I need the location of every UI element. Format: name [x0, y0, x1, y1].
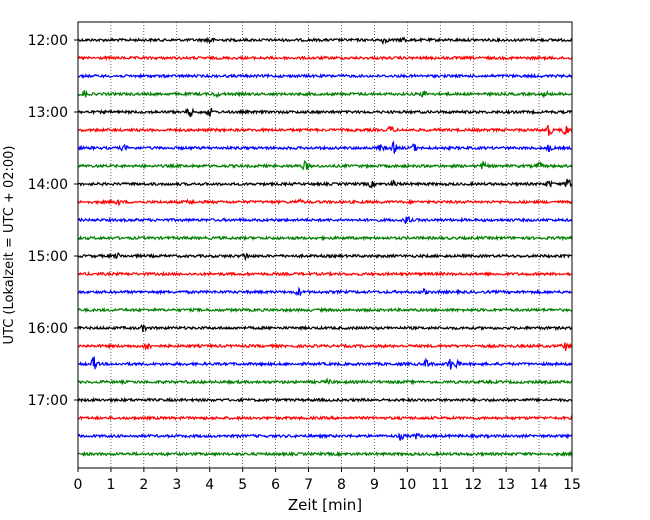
trace-1600 — [77, 324, 573, 333]
x-axis-ticks: 0 1 2 3 4 5 6 7 8 9 10 11 12 13 14 15 — [74, 468, 581, 493]
trace-1315 — [77, 124, 573, 136]
y-tick-label: 16:00 — [28, 321, 68, 337]
traces-layer — [77, 36, 573, 458]
x-tick-label: 10 — [398, 477, 416, 493]
y-axis-label: UTC (Lokalzeit = UTC + 02:00) — [2, 146, 17, 345]
trace-1545 — [78, 306, 573, 314]
trace-1500 — [77, 251, 573, 262]
trace-1200 — [77, 36, 573, 46]
trace-1745 — [77, 450, 573, 458]
trace-1615 — [77, 342, 573, 351]
trace-1415 — [77, 198, 573, 207]
x-tick-label: 2 — [139, 477, 148, 493]
x-tick-label: 5 — [238, 477, 247, 493]
x-tick-label: 7 — [304, 477, 313, 493]
y-tick-label: 14:00 — [28, 177, 68, 193]
trace-1630 — [77, 356, 573, 370]
x-tick-label: 3 — [172, 477, 181, 493]
trace-1445 — [77, 234, 573, 242]
x-tick-label: 1 — [106, 477, 115, 493]
y-axis-ticks: 12:00 13:00 14:00 15:00 16:00 17:00 — [28, 33, 78, 409]
x-tick-label: 0 — [74, 477, 83, 493]
trace-1515 — [77, 270, 573, 278]
trace-1215 — [77, 54, 573, 62]
x-tick-label: 9 — [370, 477, 379, 493]
trace-1400 — [77, 178, 573, 189]
trace-1700 — [77, 396, 573, 404]
trace-1300 — [77, 107, 573, 118]
x-tick-label: 12 — [464, 477, 482, 493]
x-tick-label: 14 — [530, 477, 548, 493]
y-tick-label: 17:00 — [28, 393, 68, 409]
trace-1530 — [77, 286, 573, 297]
grid-layer — [110, 22, 540, 468]
trace-1645 — [77, 377, 573, 386]
x-tick-label: 4 — [205, 477, 214, 493]
x-tick-label: 15 — [563, 477, 581, 493]
trace-1430 — [77, 216, 573, 224]
axes-frame — [77, 21, 573, 469]
x-tick-label: 13 — [497, 477, 515, 493]
trace-1715 — [77, 414, 573, 422]
trace-1245 — [77, 89, 573, 99]
y-tick-label: 12:00 — [28, 33, 68, 49]
y-tick-label: 13:00 — [28, 105, 68, 121]
y-tick-label: 15:00 — [28, 249, 68, 265]
trace-1230 — [77, 72, 573, 80]
trace-1730 — [77, 432, 573, 441]
x-tick-label: 8 — [337, 477, 346, 493]
trace-1330 — [77, 140, 573, 154]
x-tick-label: 11 — [431, 477, 449, 493]
trace-1345 — [77, 159, 573, 171]
x-tick-label: 6 — [271, 477, 280, 493]
x-axis-label: Zeit [min] — [288, 496, 362, 514]
